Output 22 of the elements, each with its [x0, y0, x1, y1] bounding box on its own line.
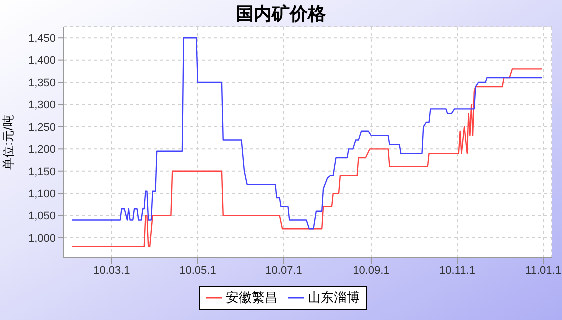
- line-series: [72, 38, 543, 230]
- x-tick-label: 11.01.1: [526, 264, 562, 277]
- y-tick-label: 1,050: [28, 210, 56, 223]
- y-tick-label: 1,300: [28, 100, 56, 112]
- chart-title: 国内矿价格: [235, 3, 327, 26]
- x-tick-label: 10.05.1: [180, 264, 216, 277]
- y-tick-label: 1,400: [28, 55, 56, 68]
- x-tick-label: 10.11.1: [440, 264, 476, 277]
- x-tick-label: 10.03.1: [94, 264, 130, 277]
- x-tick-label: 10.07.1: [266, 264, 302, 277]
- y-tick-label: 1,350: [28, 77, 56, 90]
- legend-label: 山东淄博: [307, 289, 360, 307]
- y-tick-label: 1,100: [28, 188, 56, 200]
- legend-label: 安徽繁昌: [225, 289, 278, 307]
- line-series: [72, 68, 543, 248]
- y-tick-label: 1,150: [28, 166, 56, 178]
- x-tick-label: 10.09.1: [353, 264, 390, 277]
- y-tick-label: 1,250: [28, 122, 56, 134]
- y-tick-label: 1,000: [28, 232, 56, 245]
- y-axis-title: 单位:元/吨: [1, 115, 16, 170]
- y-tick-label: 1,450: [28, 33, 56, 46]
- y-tick-label: 1,200: [28, 144, 56, 156]
